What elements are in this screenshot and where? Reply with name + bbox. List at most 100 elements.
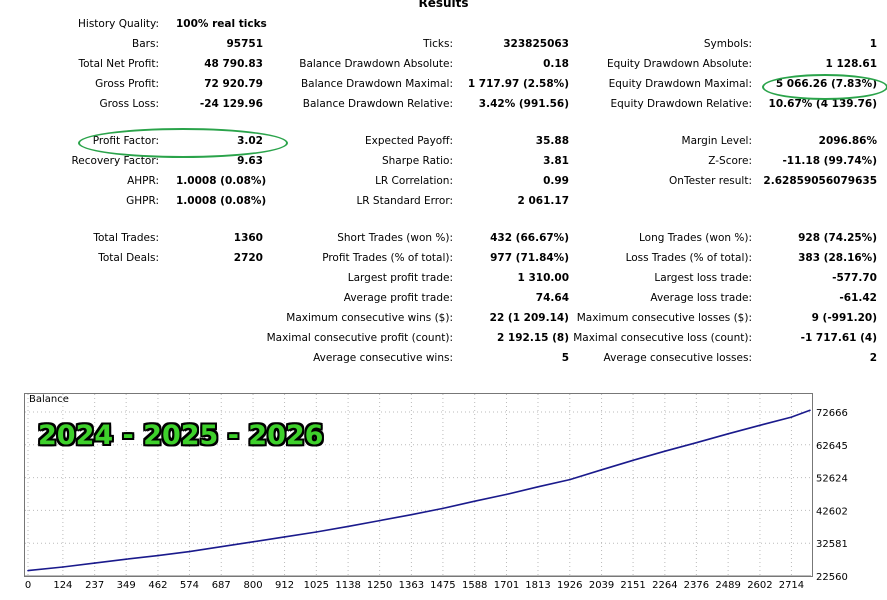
stat-value: 95751 [226, 38, 263, 50]
stat-value: -61.42 [839, 292, 877, 304]
stat-label: Maximal consecutive loss (count): [573, 332, 752, 344]
balance-point [347, 525, 349, 528]
balance-point [157, 554, 159, 557]
stat-value: 9.63 [237, 155, 263, 167]
y-tick-label: 32581 [816, 539, 848, 550]
balance-point [252, 541, 254, 543]
stat-label: Symbols: [703, 38, 752, 50]
y-tick-label: 52624 [816, 474, 848, 485]
stat-value: -24 129.96 [199, 98, 263, 110]
stat-value: 72 920.79 [204, 78, 263, 90]
stat-label: Average profit trade: [343, 292, 453, 304]
x-tick-label: 912 [275, 580, 294, 591]
stat-value: 2 192.15 (8) [496, 332, 569, 344]
stat-value: 0.99 [543, 175, 569, 187]
stat-label: Z-Score: [708, 155, 752, 167]
balance-point [568, 478, 571, 481]
chart-title: Balance [29, 394, 69, 405]
x-tick-label: 2489 [715, 580, 740, 591]
stat-label: Equity Drawdown Absolute: [606, 58, 752, 70]
stat-value: 1 310.00 [517, 272, 569, 284]
stat-label: GHPR: [126, 195, 159, 207]
stat-label: Total Trades: [93, 232, 159, 244]
balance-point [505, 493, 508, 496]
x-tick-label: 687 [212, 580, 231, 591]
page-title: Results [418, 0, 469, 10]
stat-label: Equity Drawdown Relative: [610, 98, 752, 110]
y-tick-label: 72666 [816, 408, 848, 419]
balance-point [378, 519, 381, 522]
balance-point [790, 416, 793, 418]
stat-value: 1.0008 (0.08%) [176, 175, 267, 187]
x-tick-label: 2602 [747, 580, 772, 591]
stat-value: 100% real ticks [176, 18, 267, 30]
stat-value: 35.88 [535, 135, 569, 147]
stat-label: Average consecutive losses: [603, 352, 752, 364]
balance-point [220, 545, 223, 548]
stat-label: LR Correlation: [375, 175, 453, 187]
stat-label: LR Standard Error: [356, 195, 453, 207]
balance-point [125, 558, 127, 560]
balance-point [188, 550, 191, 553]
stat-label: Gross Loss: [99, 98, 160, 110]
x-tick-label: 462 [148, 580, 167, 591]
balance-point [473, 500, 476, 503]
stat-value: 74.64 [535, 292, 569, 304]
x-tick-label: 1025 [304, 580, 329, 591]
x-tick-label: 237 [85, 580, 104, 591]
balance-point [410, 513, 413, 516]
x-tick-label: 1363 [399, 580, 424, 591]
x-tick-label: 1813 [525, 580, 550, 591]
x-tick-label: 1926 [557, 580, 582, 591]
x-tick-label: 800 [243, 580, 262, 591]
stat-value: 3.42% (991.56) [478, 98, 569, 110]
balance-point [809, 409, 811, 412]
balance-point [442, 507, 444, 510]
stat-value: 1 128.61 [825, 58, 877, 70]
stat-label: History Quality: [78, 18, 159, 30]
stat-label: Largest profit trade: [347, 272, 453, 284]
stat-value: 977 (71.84%) [490, 252, 569, 264]
stat-label: Ticks: [423, 38, 453, 50]
balance-chart [24, 393, 813, 577]
x-tick-label: 2264 [652, 580, 677, 591]
x-tick-label: 1250 [367, 580, 392, 591]
stat-label: Balance Drawdown Maximal: [300, 78, 453, 90]
stat-value: 1 [869, 38, 877, 50]
stat-value: 1 717.97 (2.58%) [467, 78, 569, 90]
balance-point [600, 469, 603, 471]
stat-value: 0.18 [543, 58, 569, 70]
stat-label: Gross Profit: [95, 78, 159, 90]
stat-label: Total Deals: [98, 252, 159, 264]
stat-value: 2096.86% [818, 135, 877, 147]
balance-point [664, 450, 666, 452]
stat-label: Bars: [132, 38, 159, 50]
balance-point [759, 424, 761, 427]
y-tick-label: 42602 [816, 506, 848, 517]
stat-value: 432 (66.67%) [490, 232, 569, 244]
stat-value: 2 061.17 [517, 195, 569, 207]
balance-point [632, 459, 634, 462]
x-tick-label: 2039 [589, 580, 614, 591]
stat-label: Recovery Factor: [71, 155, 159, 167]
stat-label: Maximum consecutive losses ($): [576, 312, 752, 324]
stat-label: Total Net Profit: [78, 58, 159, 70]
stat-label: Balance Drawdown Relative: [302, 98, 453, 110]
stat-value: -1 717.61 (4) [800, 332, 877, 344]
x-tick-label: 1475 [430, 580, 455, 591]
stat-value: 2 [869, 352, 877, 364]
y-tick-label: 22560 [816, 572, 848, 583]
balance-series-line [27, 409, 811, 572]
stat-label: AHPR: [127, 175, 159, 187]
stat-value: 2.62859056079635 [763, 175, 877, 187]
years-overlay-text: 2024 - 2025 - 2026 [38, 420, 324, 451]
balance-point [93, 562, 96, 564]
x-tick-label: 2151 [620, 580, 645, 591]
balance-point [727, 433, 729, 435]
x-tick-label: 1138 [335, 580, 360, 591]
stat-value: 22 (1 209.14) [489, 312, 569, 324]
stat-label: Equity Drawdown Maximal: [608, 78, 752, 90]
stat-value: 10.67% (4 139.76) [768, 98, 877, 110]
balance-point [537, 486, 539, 488]
stat-value: 928 (74.25%) [798, 232, 877, 244]
